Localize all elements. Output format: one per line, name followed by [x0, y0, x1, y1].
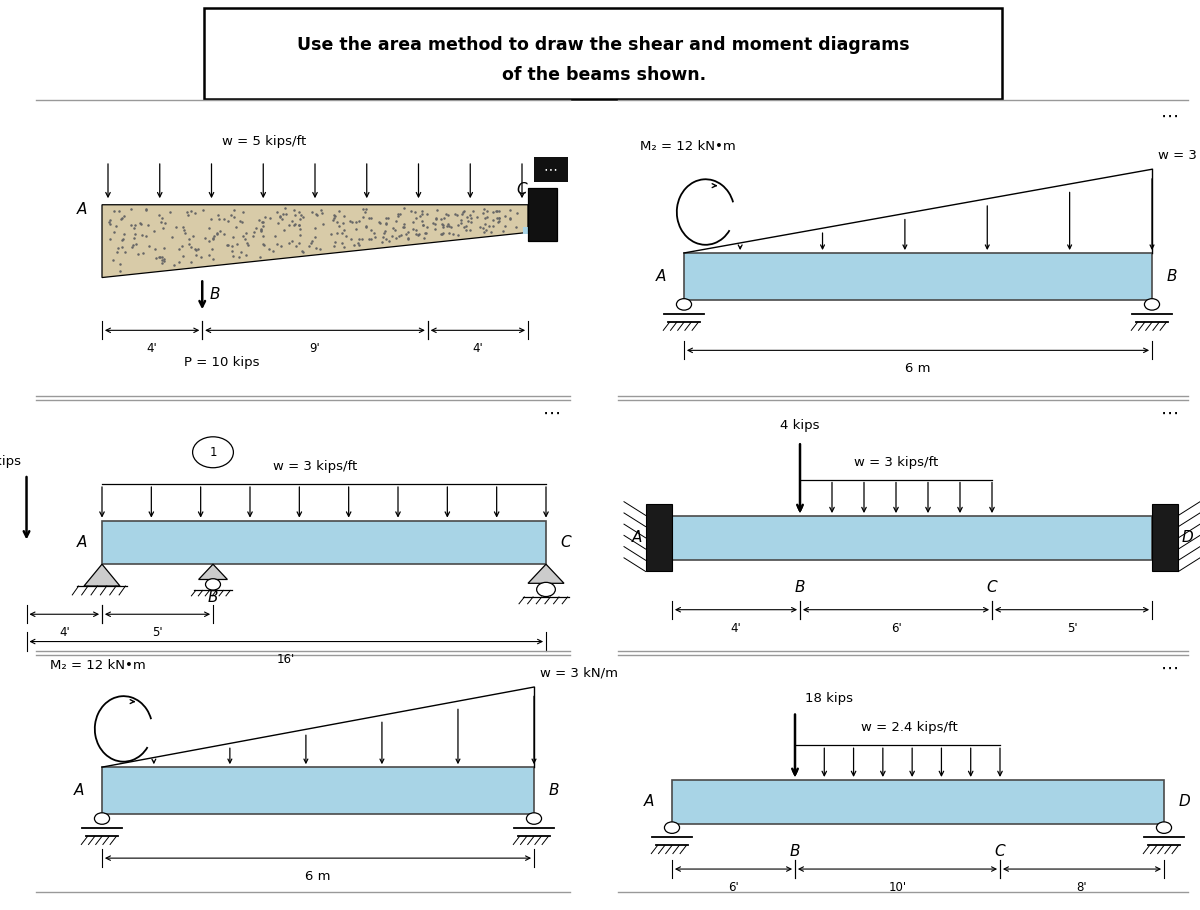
Text: ⋯: ⋯ [1162, 660, 1178, 678]
Text: 4': 4' [473, 342, 484, 355]
Text: C: C [560, 535, 571, 550]
Text: 4 kips: 4 kips [780, 420, 820, 432]
Text: P = 10 kips: P = 10 kips [184, 356, 259, 369]
Text: P = 8 kips: P = 8 kips [0, 455, 20, 468]
Circle shape [95, 813, 109, 824]
Text: C: C [517, 183, 527, 197]
Text: B: B [790, 844, 800, 858]
Circle shape [1157, 822, 1171, 834]
Circle shape [665, 822, 679, 834]
Text: 18 kips: 18 kips [805, 693, 853, 705]
Circle shape [1145, 298, 1159, 310]
Text: 6': 6' [890, 622, 901, 634]
Text: w = 3 kN/m: w = 3 kN/m [1158, 149, 1200, 162]
Text: 9': 9' [310, 342, 320, 355]
Text: M₂ = 12 kN•m: M₂ = 12 kN•m [640, 140, 736, 153]
Text: A: A [643, 794, 654, 809]
Circle shape [527, 813, 541, 824]
Text: 6 m: 6 m [905, 362, 931, 375]
Text: A: A [77, 202, 88, 217]
Text: 4': 4' [731, 622, 742, 634]
Text: 5': 5' [152, 626, 163, 639]
Text: B: B [548, 784, 559, 798]
Circle shape [205, 579, 221, 590]
Text: D: D [1182, 531, 1194, 545]
Text: 16': 16' [277, 653, 295, 666]
Text: B: B [210, 287, 220, 301]
Text: 4': 4' [146, 342, 157, 355]
Text: ⋯: ⋯ [1162, 405, 1178, 423]
Bar [534, 157, 568, 182]
Text: A: A [655, 269, 666, 284]
Text: ⋯: ⋯ [542, 405, 562, 423]
FancyBboxPatch shape [204, 8, 1002, 99]
Text: 4': 4' [59, 626, 70, 639]
Polygon shape [528, 564, 564, 583]
Circle shape [536, 582, 556, 597]
Bar [102, 521, 546, 564]
Text: ⋯: ⋯ [544, 162, 558, 177]
Text: 5': 5' [1067, 622, 1078, 634]
Text: M₂ = 12 kN•m: M₂ = 12 kN•m [50, 659, 146, 672]
Text: w = 2.4 kips/ft: w = 2.4 kips/ft [862, 722, 958, 734]
Bar [684, 253, 1152, 300]
Text: 1: 1 [209, 446, 217, 459]
Polygon shape [102, 205, 528, 278]
Text: w = 3 kN/m: w = 3 kN/m [540, 667, 618, 680]
Bar [523, 227, 530, 234]
Text: B: B [1166, 269, 1177, 284]
Bar [102, 767, 534, 814]
Bar [672, 516, 1152, 560]
Text: w = 5 kips/ft: w = 5 kips/ft [222, 136, 306, 148]
Text: ⋯: ⋯ [1162, 107, 1178, 126]
Text: A: A [631, 531, 642, 545]
Text: 8': 8' [1076, 881, 1087, 894]
Text: 10': 10' [888, 881, 906, 894]
Polygon shape [198, 564, 228, 580]
Text: A: A [73, 784, 84, 798]
Bar [1152, 504, 1178, 571]
Bar [528, 188, 557, 240]
Text: 6 m: 6 m [305, 870, 331, 883]
Circle shape [192, 437, 233, 468]
Text: of the beams shown.: of the beams shown. [502, 66, 706, 84]
Text: w = 3 kips/ft: w = 3 kips/ft [272, 460, 358, 473]
Text: C: C [986, 580, 997, 594]
Text: A: A [77, 535, 88, 550]
Text: 6': 6' [728, 881, 739, 894]
Text: B: B [208, 590, 218, 604]
Bar [672, 780, 1164, 824]
Text: Use the area method to draw the shear and moment diagrams: Use the area method to draw the shear an… [298, 36, 910, 55]
Circle shape [677, 298, 691, 310]
Text: C: C [995, 844, 1006, 858]
Text: w = 3 kips/ft: w = 3 kips/ft [854, 456, 938, 469]
Bar [646, 504, 672, 571]
Text: D: D [1178, 794, 1190, 809]
Text: B: B [794, 580, 805, 594]
Polygon shape [84, 564, 120, 586]
